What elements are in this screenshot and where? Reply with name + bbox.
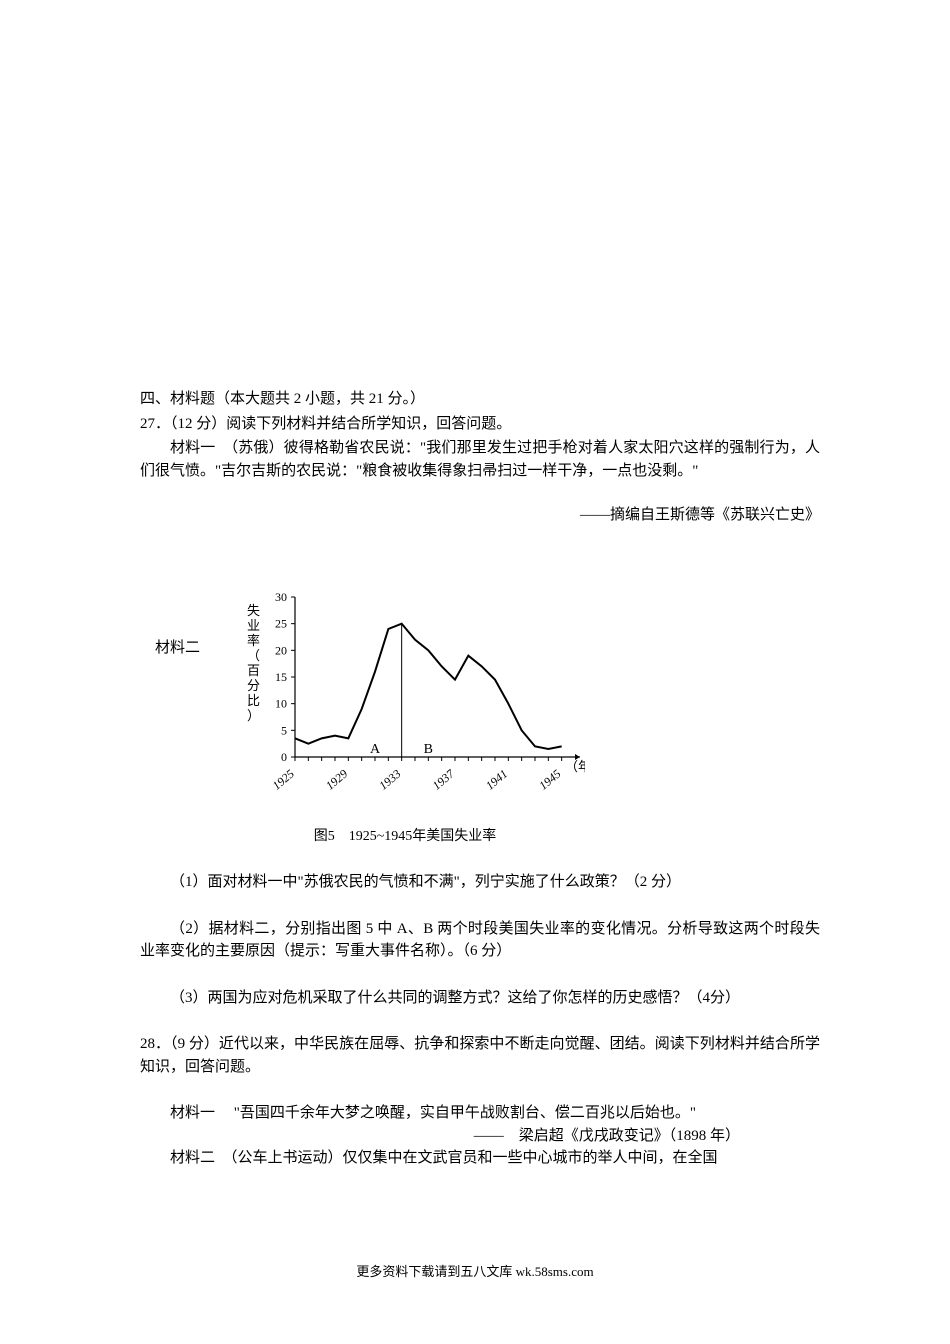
q28-material1: 材料一 "吾国四千余年大梦之唤醒，实自甲午战败割台、偿二百兆以后始也。" — [140, 1102, 820, 1125]
svg-text:10: 10 — [275, 696, 287, 710]
chart-caption: 图5 1925~1945年美国失业率 — [225, 826, 585, 847]
svg-text:1925: 1925 — [270, 766, 297, 792]
chart-container: 051015202530192519291933193719411945失业率（… — [225, 587, 585, 848]
svg-text:（年份）: （年份） — [565, 759, 585, 774]
svg-text:15: 15 — [275, 670, 287, 684]
q27-intro: 27．（12 分）阅读下列材料并结合所学知识，回答问题。 — [140, 413, 820, 436]
svg-text:）: ） — [247, 708, 260, 723]
q27-sub1: （1）面对材料一中"苏俄农民的气愤和不满"，列宁实施了什么政策？（2 分） — [140, 871, 820, 894]
svg-text:百: 百 — [247, 663, 260, 678]
svg-text:25: 25 — [275, 616, 287, 630]
svg-text:30: 30 — [275, 590, 287, 604]
q27-material2-label: 材料二 — [155, 587, 200, 660]
svg-text:分: 分 — [247, 678, 260, 693]
svg-text:0: 0 — [281, 750, 287, 764]
svg-text:B: B — [424, 742, 433, 757]
section-header: 四、材料题（本大题共 2 小题，共 21 分。） — [140, 388, 820, 411]
svg-text:（: （ — [247, 648, 260, 663]
q27-material1: 材料一 （苏俄）彼得格勒省农民说："我们那里发生过把手枪对着人家太阳穴这样的强制… — [140, 437, 820, 482]
q27-material1-source: ——摘编自王斯德等《苏联兴亡史》 — [140, 504, 820, 527]
q28-intro: 28．（9 分）近代以来，中华民族在屈辱、抗争和探索中不断走向觉醒、团结。阅读下… — [140, 1033, 820, 1078]
page-footer: 更多资料下载请到五八文库 wk.58sms.com — [0, 1261, 950, 1280]
q27-sub3: （3）两国为应对危机采取了什么共同的调整方式？这给了你怎样的历史感悟？（4分） — [140, 987, 820, 1010]
q28-material2: 材料二 （公车上书运动）仅仅集中在文武官员和一些中心城市的举人中间，在全国 — [140, 1147, 820, 1170]
svg-text:20: 20 — [275, 643, 287, 657]
svg-text:比: 比 — [247, 693, 260, 708]
svg-text:失: 失 — [247, 603, 260, 618]
svg-text:率: 率 — [247, 633, 260, 648]
svg-text:1929: 1929 — [323, 766, 350, 792]
q27-sub2: （2）据材料二，分别指出图 5 中 A、B 两个时段美国失业率的变化情况。分析导… — [140, 918, 820, 963]
svg-text:1937: 1937 — [430, 765, 458, 792]
svg-text:5: 5 — [281, 723, 287, 737]
q28-material1-source: —— 梁启超《戊戌政变记》（1898 年） — [140, 1125, 820, 1148]
svg-text:业: 业 — [247, 618, 260, 633]
svg-text:1945: 1945 — [536, 766, 563, 792]
svg-text:1933: 1933 — [376, 766, 403, 792]
svg-text:1941: 1941 — [483, 766, 510, 792]
svg-text:A: A — [370, 742, 381, 757]
unemployment-chart: 051015202530192519291933193719411945失业率（… — [225, 587, 585, 817]
